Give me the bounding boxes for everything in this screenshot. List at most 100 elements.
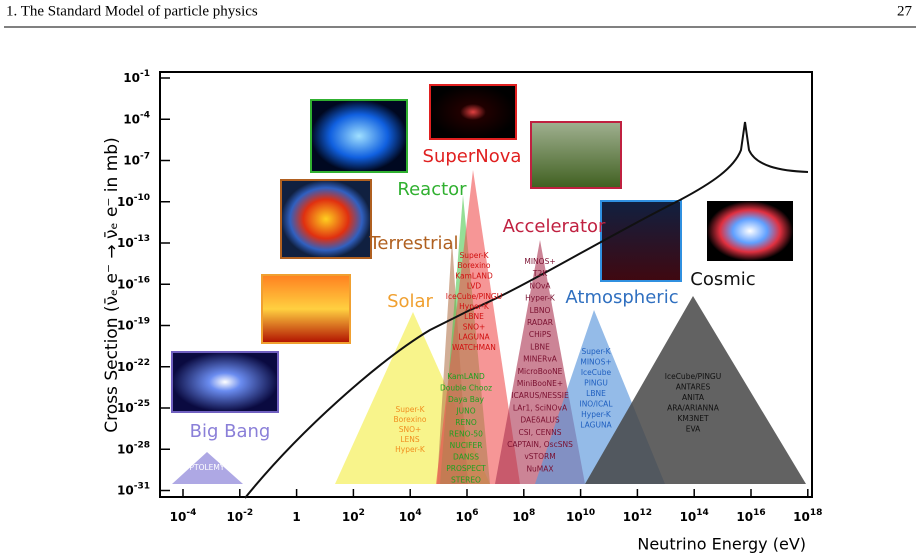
tick-exponent: 14 — [696, 508, 709, 518]
tick-label: 104 — [399, 508, 422, 524]
experiment: IceCube/PINGU — [446, 292, 503, 301]
tick-exponent: -31 — [134, 481, 150, 491]
tick-exponent: -1 — [140, 69, 150, 79]
experiment: INO/ICAL — [579, 400, 613, 409]
tick-label: 1012 — [623, 508, 652, 524]
experiment: LVD — [467, 282, 481, 291]
tick-exponent: 16 — [753, 508, 766, 518]
tick-exponent: -4 — [186, 508, 196, 518]
tick-exponent: -2 — [243, 508, 253, 518]
tick-label: 10-19 — [117, 316, 150, 332]
tick-exponent: 18 — [810, 508, 823, 518]
experiment: EVA — [686, 425, 701, 434]
tick-label: 1016 — [736, 508, 765, 524]
experiment: DAEδALUS — [520, 416, 560, 425]
experiment: LAGUNA — [458, 333, 490, 342]
tick-exponent: -25 — [134, 399, 150, 409]
tick-base: 10 — [342, 510, 359, 524]
tick-base: 10 — [456, 510, 473, 524]
tick-base: 10 — [736, 510, 753, 524]
experiment: LBNE — [586, 389, 606, 398]
experiment: Borexino — [458, 261, 491, 270]
tick-base: 10 — [123, 153, 140, 167]
tick-base: 10 — [117, 277, 134, 291]
energy-range — [585, 296, 806, 484]
experiment: MiniBooNE+ — [517, 379, 563, 388]
experiment: Double Chooz — [440, 384, 492, 393]
source-label: Cosmic — [690, 269, 755, 290]
experiment: ANTARES — [676, 383, 711, 392]
tick-exponent: -10 — [134, 192, 150, 202]
tick-label: 1 — [292, 510, 300, 524]
experiment: Hyper-K — [525, 294, 556, 303]
tick-exponent: -28 — [134, 440, 150, 450]
experiment: Daya Bay — [448, 395, 485, 404]
tick-base: 10 — [123, 71, 140, 85]
experiment: vSTORM — [524, 452, 555, 461]
experiment: SNO+ — [463, 322, 486, 331]
tick-base: 10 — [117, 194, 134, 208]
chapter-header: 1. The Standard Model of particle physic… — [6, 3, 258, 19]
tick-base: 10 — [512, 510, 529, 524]
tick-exponent: 4 — [415, 508, 421, 518]
experiment: DANSS — [453, 453, 479, 462]
experiment: ARA/ARIANNA — [667, 404, 720, 413]
experiment: Super-K — [459, 251, 489, 260]
experiment: KM3NET — [677, 414, 709, 423]
experiment: LBNE — [464, 312, 484, 321]
experiment: STEREO — [451, 476, 481, 485]
tick-exponent: -7 — [140, 151, 150, 161]
tick-base: 10 — [117, 483, 134, 497]
tick-exponent: -16 — [134, 275, 150, 285]
tick-label: 1018 — [793, 508, 822, 524]
experiment: LAr1, SciNOvA — [513, 403, 568, 412]
experiment: LBNE — [530, 342, 550, 351]
experiment: LENS — [400, 435, 420, 444]
experiment: LAGUNA — [580, 421, 612, 430]
tick-base: 10 — [680, 510, 697, 524]
tick-label: 10-7 — [123, 151, 150, 167]
experiment: Borexino — [394, 415, 427, 424]
experiment: MINOS+ — [580, 358, 611, 367]
tick-label: 10-1 — [123, 69, 150, 85]
experiment: Hyper-K — [581, 410, 612, 419]
experiment: CSI, CENNS — [519, 428, 562, 437]
experiment: RADAR — [527, 318, 553, 327]
tick-base: 10 — [399, 510, 416, 524]
tick-label: 108 — [512, 508, 535, 524]
experiment: RENO — [455, 418, 477, 427]
experiment: RENO-50 — [449, 430, 483, 439]
energy-range — [436, 170, 520, 484]
tick-base: 10 — [117, 401, 134, 415]
tick-base: 1 — [292, 510, 300, 524]
experiment: ICARUS/NESSIE — [511, 391, 569, 400]
experiment: ANITA — [682, 393, 705, 402]
source-label: Accelerator — [503, 216, 606, 237]
experiment: PROSPECT — [446, 464, 486, 473]
experiment: CHiPS — [529, 330, 551, 339]
tick-label: 10-4 — [170, 508, 197, 524]
tick-exponent: -13 — [134, 234, 150, 244]
tick-base: 10 — [117, 318, 134, 332]
experiment: WATCHMAN — [452, 343, 496, 352]
tick-label: 10-13 — [117, 234, 150, 250]
tick-exponent: 10 — [583, 508, 596, 518]
tick-label: 10-16 — [117, 275, 150, 291]
source-label: Reactor — [397, 179, 467, 200]
tick-base: 10 — [793, 510, 810, 524]
experiment: MINERvA — [523, 355, 558, 364]
source-label: Big Bang — [190, 421, 271, 442]
tick-label: 1010 — [566, 508, 595, 524]
y-axis-label: Cross Section (ν̄ₑ e⁻ → ν̄ₑ e⁻ in mb) — [102, 137, 122, 432]
experiment: LBNO — [530, 306, 551, 315]
tick-base: 10 — [117, 236, 134, 250]
tick-base: 10 — [566, 510, 583, 524]
experiment: PTOLEMY — [190, 463, 225, 472]
tick-exponent: 6 — [472, 508, 478, 518]
experiment: T2K — [532, 269, 548, 278]
source-label: Atmospheric — [565, 287, 678, 308]
source-label: Terrestrial — [368, 233, 458, 254]
experiment: Hyper-K — [459, 302, 490, 311]
tick-exponent: -22 — [134, 357, 150, 367]
